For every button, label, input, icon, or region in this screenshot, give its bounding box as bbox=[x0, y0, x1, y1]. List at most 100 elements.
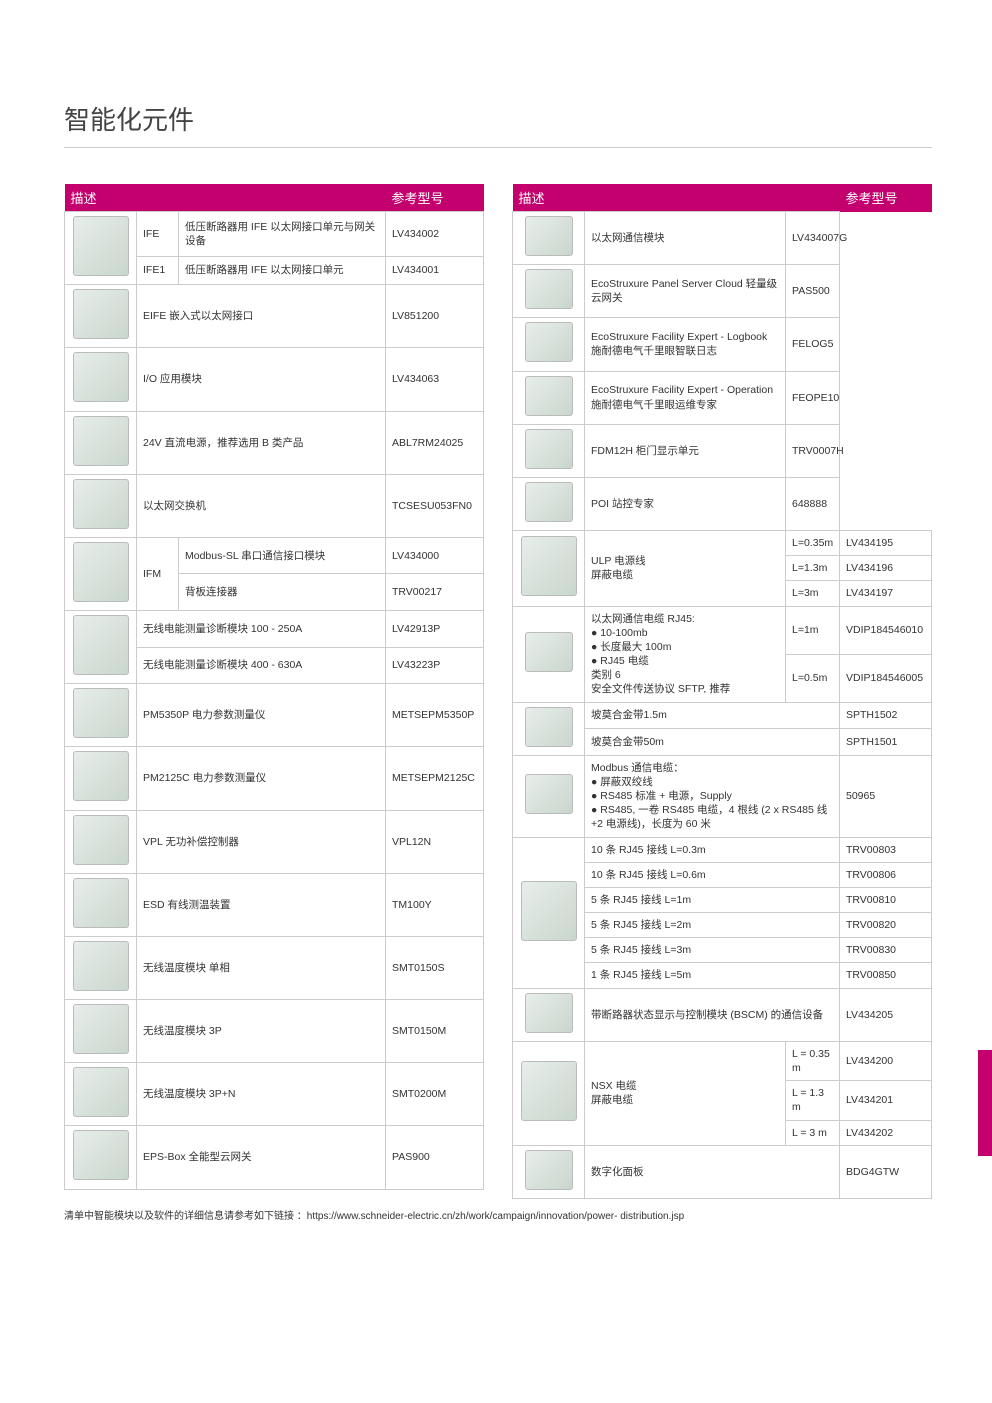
product-image bbox=[73, 1067, 129, 1117]
ref-cell: LV851200 bbox=[386, 285, 484, 348]
product-image bbox=[73, 216, 129, 276]
product-image bbox=[521, 1061, 577, 1121]
desc-cell: 坡莫合金带50m bbox=[585, 729, 840, 756]
image-cell bbox=[513, 531, 585, 607]
code-cell: IFM bbox=[137, 537, 179, 610]
image-cell bbox=[65, 810, 137, 873]
ref-cell: LV434002 bbox=[386, 212, 484, 257]
ref-cell: TRV00806 bbox=[840, 862, 932, 887]
desc-cell: EcoStruxure Panel Server Cloud 轻量级云网关 bbox=[585, 265, 786, 318]
desc-cell: 5 条 RJ45 接线 L=2m bbox=[585, 913, 840, 938]
table-row: IFE低压断路器用 IFE 以太网接口单元与网关设备LV434002 bbox=[65, 212, 484, 257]
ref-cell: PAS500 bbox=[786, 265, 840, 318]
image-cell bbox=[513, 1041, 585, 1145]
image-cell bbox=[513, 424, 585, 477]
desc-cell: 坡莫合金带1.5m bbox=[585, 702, 840, 729]
ref-cell: BDG4GTW bbox=[840, 1145, 932, 1198]
ref-cell: SMT0150S bbox=[386, 936, 484, 999]
ref-cell: LV434000 bbox=[386, 537, 484, 574]
header-desc: 描述 bbox=[65, 184, 386, 212]
image-cell bbox=[65, 285, 137, 348]
desc-cell: 无线温度模块 3P bbox=[137, 1000, 386, 1063]
image-cell bbox=[513, 477, 585, 530]
product-image bbox=[73, 1130, 129, 1180]
image-cell bbox=[513, 702, 585, 755]
desc-cell: 以太网交换机 bbox=[137, 474, 386, 537]
product-image bbox=[525, 216, 573, 256]
product-image bbox=[525, 376, 573, 416]
ref-cell: TRV00850 bbox=[840, 963, 932, 988]
table-row: 带断路器状态显示与控制模块 (BSCM) 的通信设备LV434205 bbox=[513, 988, 932, 1041]
image-cell bbox=[65, 936, 137, 999]
left-column: 描述 参考型号 IFE低压断路器用 IFE 以太网接口单元与网关设备LV4340… bbox=[64, 184, 484, 1199]
image-cell bbox=[65, 611, 137, 684]
desc-cell: 带断路器状态显示与控制模块 (BSCM) 的通信设备 bbox=[585, 988, 840, 1041]
ref-cell: SPTH1502 bbox=[840, 702, 932, 729]
desc-cell: 低压断路器用 IFE 以太网接口单元与网关设备 bbox=[179, 212, 386, 257]
ref-cell: VDIP184546010 bbox=[840, 606, 932, 654]
desc-cell: POI 站控专家 bbox=[585, 477, 786, 530]
desc-cell: EIFE 嵌入式以太网接口 bbox=[137, 285, 386, 348]
image-cell bbox=[65, 684, 137, 747]
ref-cell: SMT0150M bbox=[386, 1000, 484, 1063]
ref-cell: TRV00217 bbox=[386, 574, 484, 611]
length-cell: L = 0.35 m bbox=[786, 1041, 840, 1080]
product-image bbox=[73, 352, 129, 402]
image-cell bbox=[513, 265, 585, 318]
table-row: POI 站控专家648888 bbox=[513, 477, 932, 530]
image-cell bbox=[65, 411, 137, 474]
ref-cell: VPL12N bbox=[386, 810, 484, 873]
ref-cell: ABL7RM24025 bbox=[386, 411, 484, 474]
length-cell: L=0.35m bbox=[786, 531, 840, 556]
table-row: PM5350P 电力参数测量仪METSEPM5350P bbox=[65, 684, 484, 747]
desc-cell: FDM12H 柜门显示单元 bbox=[585, 424, 786, 477]
desc-cell: Modbus 通信电缆： ● 屏蔽双绞线 ● RS485 标准 + 电源，Sup… bbox=[585, 755, 840, 837]
product-image bbox=[525, 429, 573, 469]
length-cell: L=1.3m bbox=[786, 556, 840, 581]
table-row: PM2125C 电力参数测量仪METSEPM2125C bbox=[65, 747, 484, 810]
ref-cell: 648888 bbox=[786, 477, 840, 530]
image-cell bbox=[513, 1145, 585, 1198]
ref-cell: VDIP184546005 bbox=[840, 654, 932, 702]
product-image bbox=[73, 615, 129, 675]
ref-cell: LV434202 bbox=[840, 1120, 932, 1145]
table-row: EcoStruxure Facility Expert - Operation … bbox=[513, 371, 932, 424]
product-image bbox=[521, 536, 577, 596]
ref-cell: TRV00810 bbox=[840, 887, 932, 912]
ref-cell: LV434007G bbox=[786, 212, 840, 265]
length-cell: L=0.5m bbox=[786, 654, 840, 702]
image-cell bbox=[65, 212, 137, 285]
table-row: VPL 无功补偿控制器VPL12N bbox=[65, 810, 484, 873]
image-cell bbox=[513, 755, 585, 837]
page-title: 智能化元件 bbox=[64, 100, 932, 137]
table-row: I/O 应用模块LV434063 bbox=[65, 348, 484, 411]
ref-cell: LV434201 bbox=[840, 1081, 932, 1120]
desc-cell: 背板连接器 bbox=[179, 574, 386, 611]
ref-cell: TRV00830 bbox=[840, 938, 932, 963]
header-desc-r: 描述 bbox=[513, 184, 840, 212]
product-image bbox=[73, 479, 129, 529]
table-row: 无线温度模块 3PSMT0150M bbox=[65, 1000, 484, 1063]
ref-cell: LV434001 bbox=[386, 256, 484, 285]
ref-cell: LV42913P bbox=[386, 611, 484, 648]
desc-cell: 以太网通信模块 bbox=[585, 212, 786, 265]
image-cell bbox=[65, 474, 137, 537]
table-row: 无线温度模块 3P+NSMT0200M bbox=[65, 1063, 484, 1126]
image-cell bbox=[65, 747, 137, 810]
table-row: EPS-Box 全能型云网关PAS900 bbox=[65, 1126, 484, 1189]
desc-cell: Modbus-SL 串口通信接口模块 bbox=[179, 537, 386, 574]
image-cell bbox=[65, 537, 137, 610]
table-row: ESD 有线测温装置TM100Y bbox=[65, 873, 484, 936]
length-cell: L = 3 m bbox=[786, 1120, 840, 1145]
image-cell bbox=[65, 873, 137, 936]
product-image bbox=[521, 881, 577, 941]
product-image bbox=[525, 269, 573, 309]
desc-cell: EPS-Box 全能型云网关 bbox=[137, 1126, 386, 1189]
image-cell bbox=[513, 988, 585, 1041]
table-row: 10 条 RJ45 接线 L=0.3mTRV00803 bbox=[513, 837, 932, 862]
product-image bbox=[73, 289, 129, 339]
product-image bbox=[73, 688, 129, 738]
ref-cell: PAS900 bbox=[386, 1126, 484, 1189]
table-row: 以太网通信电缆 RJ45: ● 10-100mb ● 长度最大 100m ● R… bbox=[513, 606, 932, 654]
product-image bbox=[73, 751, 129, 801]
